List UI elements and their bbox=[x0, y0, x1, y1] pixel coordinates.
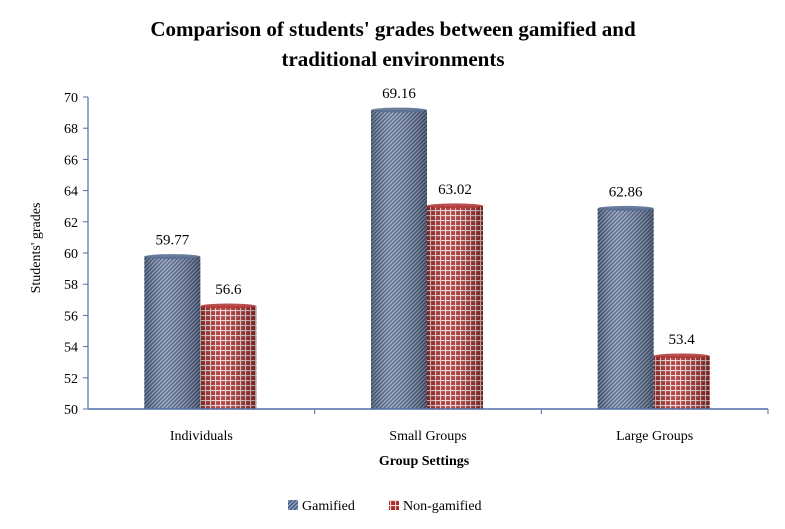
bar-non-gamified bbox=[200, 303, 257, 409]
x-axis-label: Group Settings bbox=[379, 454, 470, 469]
y-tick-label: 66 bbox=[64, 153, 78, 168]
bar-gamified-top bbox=[597, 205, 654, 211]
bar-non-gamified bbox=[653, 353, 710, 409]
data-label-non-gamified: 63.02 bbox=[438, 182, 472, 198]
bar-gamified-top bbox=[144, 254, 201, 260]
data-label-gamified: 62.86 bbox=[609, 184, 643, 200]
y-tick-label: 52 bbox=[64, 372, 78, 387]
data-label-gamified: 69.16 bbox=[382, 86, 416, 102]
bar-non-gamified-top bbox=[427, 203, 483, 209]
y-tick-label: 50 bbox=[64, 403, 78, 418]
data-label-non-gamified: 53.4 bbox=[669, 332, 696, 348]
bar-non-gamified-shade bbox=[200, 306, 257, 409]
bar-gamified-shade bbox=[371, 110, 427, 409]
y-tick-label: 54 bbox=[64, 341, 78, 356]
bar-gamified bbox=[144, 254, 201, 409]
x-tick-label: Small Groups bbox=[389, 429, 466, 444]
legend-swatch-gamified bbox=[288, 500, 298, 510]
legend-label-gamified: Gamified bbox=[302, 499, 355, 514]
bar-non-gamified-shade bbox=[427, 205, 483, 409]
y-axis-ticks: 50 52 54 56 58 60 62 64 66 68 70 bbox=[64, 91, 88, 418]
legend-label-non-gamified: Non-gamified bbox=[403, 499, 482, 514]
y-tick-label: 68 bbox=[64, 122, 78, 137]
bar-non-gamified-top bbox=[653, 353, 710, 359]
data-label-gamified: 59.77 bbox=[155, 233, 189, 249]
x-axis-ticks: Individuals Small Groups Large Groups bbox=[170, 409, 769, 444]
bar-non-gamified-top bbox=[200, 303, 257, 309]
chart-title-line2: traditional environments bbox=[281, 47, 504, 71]
bar-marks bbox=[144, 107, 710, 409]
bar-gamified-shade bbox=[597, 208, 654, 409]
x-tick-label: Large Groups bbox=[616, 429, 693, 444]
chart-title-line1: Comparison of students' grades between g… bbox=[150, 17, 636, 41]
bar-gamified bbox=[597, 205, 654, 409]
bar-gamified-top bbox=[371, 107, 427, 113]
bar-gamified-shade bbox=[144, 256, 201, 409]
bar-non-gamified-shade bbox=[653, 355, 710, 409]
y-tick-label: 58 bbox=[64, 278, 78, 293]
y-axis-label: Students' grades bbox=[29, 203, 44, 294]
legend: Gamified Non-gamified bbox=[288, 499, 482, 514]
x-tick-label: Individuals bbox=[170, 429, 233, 444]
bar-gamified bbox=[371, 107, 427, 409]
y-tick-label: 60 bbox=[64, 247, 78, 262]
y-tick-label: 56 bbox=[64, 309, 78, 324]
y-tick-label: 62 bbox=[64, 216, 78, 231]
y-tick-label: 70 bbox=[64, 91, 78, 106]
legend-swatch-non-gamified bbox=[389, 500, 399, 510]
data-labels: 59.77 56.6 69.16 63.02 62.86 53.4 bbox=[155, 86, 695, 348]
data-label-non-gamified: 56.6 bbox=[215, 282, 242, 298]
y-tick-label: 64 bbox=[64, 185, 78, 200]
bar-non-gamified bbox=[427, 203, 483, 409]
